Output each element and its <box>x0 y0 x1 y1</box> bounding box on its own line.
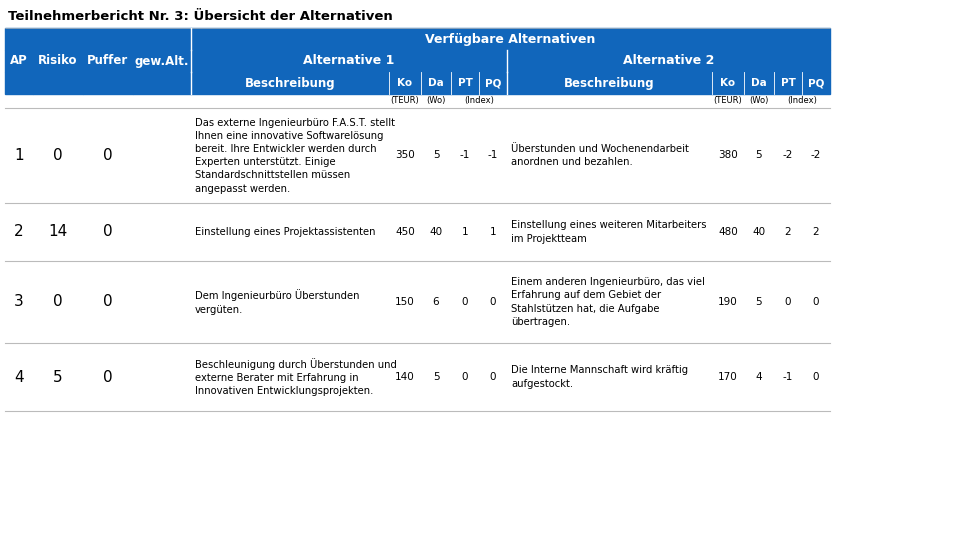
Text: -2: -2 <box>782 151 793 160</box>
Bar <box>33 72 83 94</box>
Bar <box>5 50 33 72</box>
Text: 0: 0 <box>53 148 62 163</box>
Text: Risiko: Risiko <box>38 55 78 68</box>
Text: 0: 0 <box>490 297 496 307</box>
Text: 1: 1 <box>14 148 24 163</box>
Text: 3: 3 <box>14 294 24 309</box>
Text: PT: PT <box>458 78 472 88</box>
Text: 350: 350 <box>396 151 415 160</box>
Text: (TEUR): (TEUR) <box>713 97 742 105</box>
Bar <box>451 72 479 94</box>
Text: Alternative 1: Alternative 1 <box>303 55 395 68</box>
Text: Die Interne Mannschaft wird kräftig
aufgestockt.: Die Interne Mannschaft wird kräftig aufg… <box>511 366 688 389</box>
Text: 190: 190 <box>718 297 738 307</box>
Bar <box>479 72 507 94</box>
Bar <box>191 28 830 50</box>
Text: 0: 0 <box>53 294 62 309</box>
Bar <box>802 72 830 94</box>
Text: -1: -1 <box>460 151 470 160</box>
Text: Beschreibung: Beschreibung <box>245 77 335 90</box>
Text: AP: AP <box>11 55 28 68</box>
Text: 150: 150 <box>396 297 415 307</box>
Text: Ko: Ko <box>397 78 413 88</box>
Text: 0: 0 <box>103 369 113 384</box>
Text: Das externe Ingenieurbüro F.A.S.T. stellt
Ihnen eine innovative Softwarelösung
b: Das externe Ingenieurbüro F.A.S.T. stell… <box>195 118 395 193</box>
Text: Überstunden und Wochenendarbeit
anordnen und bezahlen.: Überstunden und Wochenendarbeit anordnen… <box>511 144 689 167</box>
Bar <box>421 72 451 94</box>
Text: 170: 170 <box>718 372 738 382</box>
Text: 140: 140 <box>396 372 415 382</box>
Text: 2: 2 <box>813 227 819 237</box>
Text: 5: 5 <box>53 369 62 384</box>
Text: Da: Da <box>751 78 767 88</box>
Text: 450: 450 <box>396 227 415 237</box>
Text: 0: 0 <box>103 294 113 309</box>
Text: 0: 0 <box>462 297 468 307</box>
Text: Dem Ingenieurbüro Überstunden
vergüten.: Dem Ingenieurbüro Überstunden vergüten. <box>195 289 359 315</box>
Bar <box>744 72 774 94</box>
Text: 40: 40 <box>429 227 443 237</box>
Bar <box>191 72 389 94</box>
Text: Ko: Ko <box>720 78 735 88</box>
Text: PT: PT <box>780 78 796 88</box>
Text: 0: 0 <box>813 372 819 382</box>
Text: Einem anderen Ingenieurbüro, das viel
Erfahrung auf dem Gebiet der
Stahlstützen : Einem anderen Ingenieurbüro, das viel Er… <box>511 277 705 327</box>
Text: 380: 380 <box>718 151 738 160</box>
Text: 40: 40 <box>753 227 765 237</box>
Text: 2: 2 <box>784 227 791 237</box>
Text: Verfügbare Alternativen: Verfügbare Alternativen <box>425 32 596 45</box>
Bar <box>33 50 83 72</box>
Text: 2: 2 <box>14 225 24 240</box>
Text: gew.Alt.: gew.Alt. <box>134 55 189 68</box>
Bar <box>133 50 191 72</box>
Text: 0: 0 <box>103 148 113 163</box>
Text: 5: 5 <box>433 372 440 382</box>
Text: Einstellung eines weiteren Mitarbeiters
im Projektteam: Einstellung eines weiteren Mitarbeiters … <box>511 220 707 244</box>
Text: -2: -2 <box>811 151 821 160</box>
Bar <box>133 72 191 94</box>
Text: 1: 1 <box>462 227 468 237</box>
Bar <box>507 50 830 72</box>
Text: 0: 0 <box>103 225 113 240</box>
Text: (Wo): (Wo) <box>750 97 769 105</box>
Text: 5: 5 <box>756 297 762 307</box>
Text: PQ: PQ <box>485 78 501 88</box>
Text: Teilnehmerbericht Nr. 3: Übersicht der Alternativen: Teilnehmerbericht Nr. 3: Übersicht der A… <box>8 10 393 23</box>
Bar <box>389 72 421 94</box>
Text: Alternative 2: Alternative 2 <box>623 55 714 68</box>
Text: 6: 6 <box>433 297 440 307</box>
Text: (TEUR): (TEUR) <box>391 97 420 105</box>
Text: 14: 14 <box>48 225 67 240</box>
Bar <box>191 50 507 72</box>
Bar <box>83 72 133 94</box>
Text: 4: 4 <box>14 369 24 384</box>
Text: 0: 0 <box>813 297 819 307</box>
Text: Da: Da <box>428 78 444 88</box>
Text: Puffer: Puffer <box>87 55 129 68</box>
Text: -1: -1 <box>488 151 498 160</box>
Bar <box>83 50 133 72</box>
Text: 0: 0 <box>784 297 791 307</box>
Text: 0: 0 <box>490 372 496 382</box>
Text: 4: 4 <box>756 372 762 382</box>
Bar <box>712 72 744 94</box>
Text: (Index): (Index) <box>787 97 817 105</box>
Text: (Wo): (Wo) <box>426 97 445 105</box>
Text: 1: 1 <box>490 227 496 237</box>
Text: 5: 5 <box>433 151 440 160</box>
Text: (Index): (Index) <box>464 97 494 105</box>
Text: 480: 480 <box>718 227 738 237</box>
Text: 5: 5 <box>756 151 762 160</box>
Text: 0: 0 <box>462 372 468 382</box>
Bar <box>507 72 712 94</box>
Text: Einstellung eines Projektassistenten: Einstellung eines Projektassistenten <box>195 227 375 237</box>
Bar <box>774 72 802 94</box>
Bar <box>5 28 191 50</box>
Text: Beschreibung: Beschreibung <box>564 77 655 90</box>
Text: PQ: PQ <box>807 78 825 88</box>
Bar <box>5 72 33 94</box>
Text: Beschleunigung durch Überstunden und
externe Berater mit Erfahrung in
Innovative: Beschleunigung durch Überstunden und ext… <box>195 358 396 396</box>
Text: -1: -1 <box>782 372 793 382</box>
